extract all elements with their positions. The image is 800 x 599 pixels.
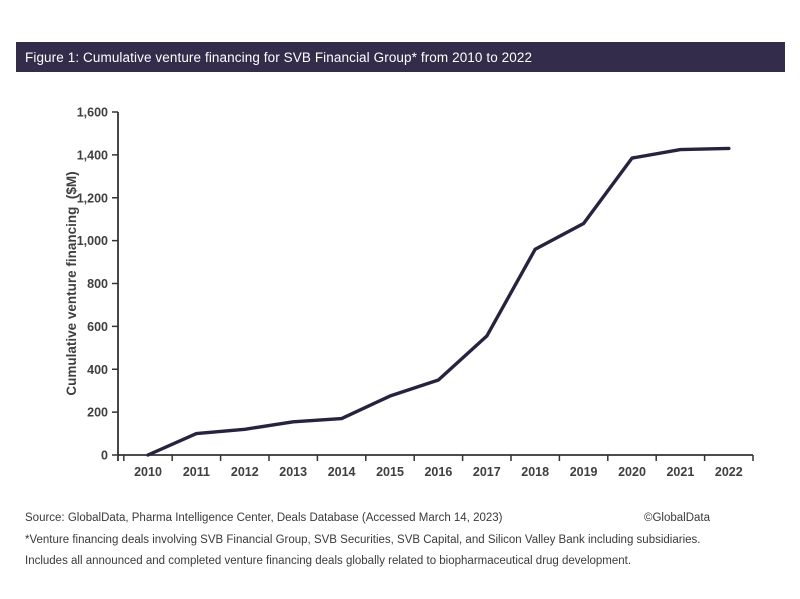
y-tick-label: 1,000 [77,234,108,248]
footnote-scope: Includes all announced and completed ven… [25,555,632,567]
figure-title-bar: Figure 1: Cumulative venture financing f… [16,42,785,72]
footer-notes: Source: GlobalData, Pharma Intelligence … [25,508,785,573]
x-tick-label: 2019 [570,465,598,479]
x-tick-label: 2013 [279,465,307,479]
x-tick-label: 2020 [618,465,646,479]
x-tick-label: 2017 [473,465,501,479]
y-tick-label: 800 [87,277,108,291]
footnote-asterisk: *Venture financing deals involving SVB F… [25,533,701,546]
cumulative-financing-line [146,146,731,457]
x-tick-label: 2014 [328,465,356,479]
y-tick-label: 1,400 [77,148,108,162]
x-tick-label: 2010 [134,465,162,479]
x-tick-label: 2018 [521,465,549,479]
figure-title: Figure 1: Cumulative venture financing f… [25,49,533,65]
y-tick-label: 400 [87,363,108,377]
source-text: Source: GlobalData, Pharma Intelligence … [25,512,503,524]
y-tick-label: 200 [87,406,108,420]
x-tick-label: 2012 [231,465,259,479]
x-tick-label: 2011 [183,465,210,479]
y-axis-title: Cumulative venture financing ($M) [64,171,79,395]
footer-source-row: Source: GlobalData, Pharma Intelligence … [25,508,710,530]
y-tick-label: 0 [101,449,108,463]
x-tick-label: 2022 [715,465,743,479]
copyright-text: ©GlobalData [643,512,710,524]
line-chart: 0 200 400 600 800 1,000 1,200 1,400 1,600 2010 201… [64,106,754,479]
x-tick-label: 2016 [424,465,452,479]
y-tick-label: 1,600 [77,106,108,120]
x-tick-label: 2015 [376,465,404,479]
y-tick-label: 600 [87,320,108,334]
x-tick-label: 2021 [666,465,694,479]
y-tick-label: 1,200 [77,191,108,205]
